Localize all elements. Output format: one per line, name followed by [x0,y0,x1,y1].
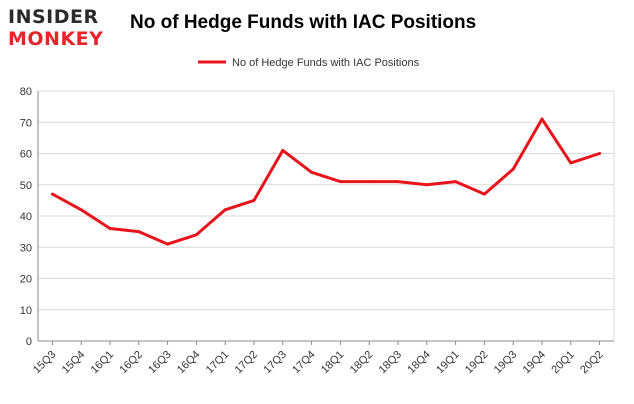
data-point [540,117,544,121]
data-point [252,198,256,202]
data-point [396,180,400,184]
x-tick-label: 19Q4 [521,349,549,377]
y-tick-label: 30 [20,242,32,254]
x-tick-label: 19Q2 [463,349,491,377]
data-point [166,242,170,246]
y-axis-tick-labels: 0 10 20 30 40 50 60 70 80 [20,86,32,348]
data-point [137,230,141,234]
x-tick-label: 18Q4 [405,349,433,377]
x-tick-label: 18Q2 [348,349,376,377]
x-tick-label: 19Q1 [434,349,462,377]
data-point [50,192,54,196]
gridlines [37,90,615,342]
x-tick-label: 16Q2 [117,349,145,377]
y-tick-label: 60 [20,149,32,161]
x-tick-label: 16Q3 [146,349,174,377]
insider-monkey-logo: INSIDER MONKEY [8,6,120,54]
data-point [454,180,458,184]
data-point [223,208,227,212]
y-tick-label: 50 [20,180,32,192]
x-tick-label: 17Q2 [233,349,261,377]
legend: No of Hedge Funds with IAC Positions [198,57,420,69]
y-tick-label: 0 [26,336,32,348]
data-point [338,180,342,184]
y-tick-label: 10 [20,305,32,317]
data-point [310,170,314,174]
x-axis-tick-labels: 15Q3 15Q4 16Q1 16Q2 16Q3 16Q4 17Q1 17Q2 17Q3 17Q4… [31,341,606,376]
logo-text-monkey: MONKEY [8,28,104,50]
y-tick-label: 40 [20,211,32,223]
series-line [51,117,601,246]
x-tick-label: 17Q1 [204,349,232,377]
data-point [367,180,371,184]
legend-label: No of Hedge Funds with IAC Positions [232,57,420,69]
chart-title: No of Hedge Funds with IAC Positions [130,12,477,33]
data-point [511,167,515,171]
x-tick-label: 17Q3 [261,349,289,377]
x-tick-label: 16Q1 [89,349,117,377]
x-tick-label: 15Q3 [31,349,59,377]
x-tick-label: 19Q3 [492,349,520,377]
y-tick-label: 70 [20,117,32,129]
x-tick-label: 18Q1 [319,349,347,377]
x-tick-label: 20Q1 [549,349,577,377]
logo-text-insider: INSIDER [8,6,99,28]
data-point [281,148,285,152]
y-tick-label: 20 [20,274,32,286]
x-tick-label: 18Q3 [377,349,405,377]
x-tick-label: 16Q4 [175,349,203,377]
plot-area [50,117,602,246]
data-point [79,208,83,212]
data-point [598,152,602,155]
y-tick-label: 80 [20,86,32,98]
x-tick-label: 17Q4 [290,349,318,377]
data-point [425,183,429,187]
x-tick-label: 15Q4 [60,349,88,377]
data-point [482,192,486,196]
data-point [194,233,198,237]
x-tick-label: 20Q2 [578,349,606,377]
data-point [569,161,573,165]
data-point [108,227,112,230]
